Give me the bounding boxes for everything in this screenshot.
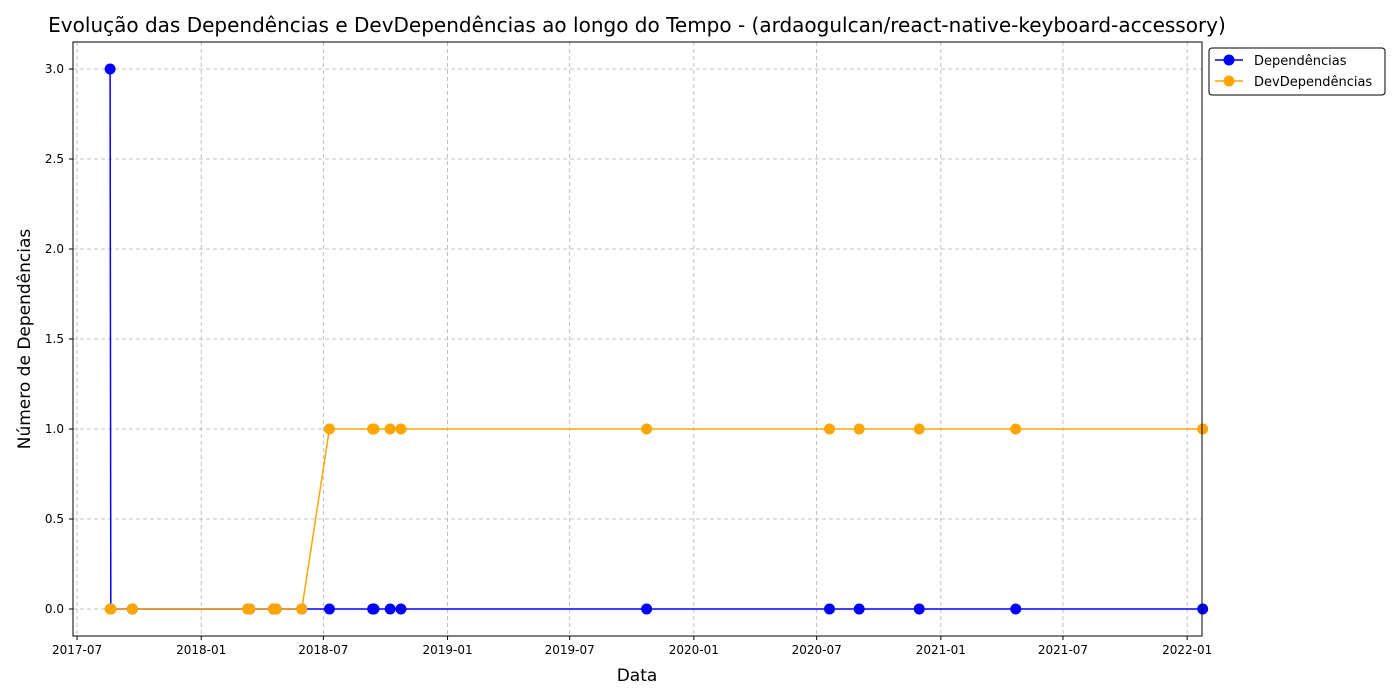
- data-point-dependencias: [1010, 603, 1022, 615]
- data-point-devdependencias: [913, 423, 925, 435]
- series-layer: [104, 63, 1209, 615]
- x-tick-label: 2020-01: [669, 643, 719, 657]
- data-point-devdependencias: [323, 423, 335, 435]
- x-tick-label: 2020-07: [792, 643, 842, 657]
- legend-label-devdependencias: DevDependências: [1254, 75, 1372, 90]
- grid: [73, 42, 1202, 636]
- legend-label-dependencias: Dependências: [1254, 54, 1347, 69]
- legend-swatch-marker-devdependencias: [1223, 75, 1235, 87]
- x-tick-label: 2017-07: [52, 643, 102, 657]
- data-point-dependencias: [641, 603, 653, 615]
- legend-swatch-marker-dependencias: [1223, 54, 1235, 66]
- data-point-dependencias: [1197, 603, 1209, 615]
- data-point-dependencias: [853, 603, 865, 615]
- y-tick-label: 1.5: [45, 332, 64, 346]
- y-tick-label: 2.0: [45, 242, 64, 256]
- data-point-devdependencias: [368, 423, 380, 435]
- data-point-devdependencias: [296, 603, 308, 615]
- legend: Dependências DevDependências: [1208, 47, 1386, 96]
- data-point-devdependencias: [641, 423, 653, 435]
- y-tick-label: 0.5: [45, 512, 64, 526]
- data-point-devdependencias: [395, 423, 407, 435]
- x-tick-label: 2019-01: [422, 643, 472, 657]
- x-tick-label: 2019-07: [545, 643, 595, 657]
- data-point-dependencias: [104, 63, 116, 75]
- ticks: 2017-07 2018-01 2018-07 2019-01 2019-07 2020-…: [45, 62, 1212, 657]
- data-point-devdependencias: [270, 603, 282, 615]
- x-tick-label: 2021-07: [1038, 643, 1088, 657]
- data-point-dependencias: [323, 603, 335, 615]
- data-point-devdependencias: [384, 423, 396, 435]
- data-point-devdependencias: [244, 603, 256, 615]
- data-point-devdependencias: [1197, 423, 1209, 435]
- data-point-dependencias: [913, 603, 925, 615]
- y-tick-label: 2.5: [45, 152, 64, 166]
- x-tick-label: 2018-01: [176, 643, 226, 657]
- data-point-devdependencias: [1010, 423, 1022, 435]
- x-tick-label: 2022-01: [1162, 643, 1212, 657]
- legend-box: [1208, 47, 1386, 96]
- y-tick-label: 0.0: [45, 602, 64, 616]
- chart-title: Evolução das Dependências e DevDependênc…: [48, 13, 1226, 37]
- data-point-dependencias: [384, 603, 396, 615]
- y-tick-label: 3.0: [45, 62, 64, 76]
- x-axis-label: Data: [617, 666, 658, 686]
- data-point-devdependencias: [126, 603, 138, 615]
- y-axis-label: Número de Dependências: [15, 229, 35, 450]
- data-point-devdependencias: [823, 423, 835, 435]
- x-tick-label: 2021-01: [916, 643, 966, 657]
- data-point-devdependencias: [105, 603, 117, 615]
- data-point-dependencias: [395, 603, 407, 615]
- x-tick-label: 2018-07: [298, 643, 348, 657]
- data-point-dependencias: [368, 603, 380, 615]
- data-point-devdependencias: [853, 423, 865, 435]
- data-point-dependencias: [823, 603, 835, 615]
- y-tick-label: 1.0: [45, 422, 64, 436]
